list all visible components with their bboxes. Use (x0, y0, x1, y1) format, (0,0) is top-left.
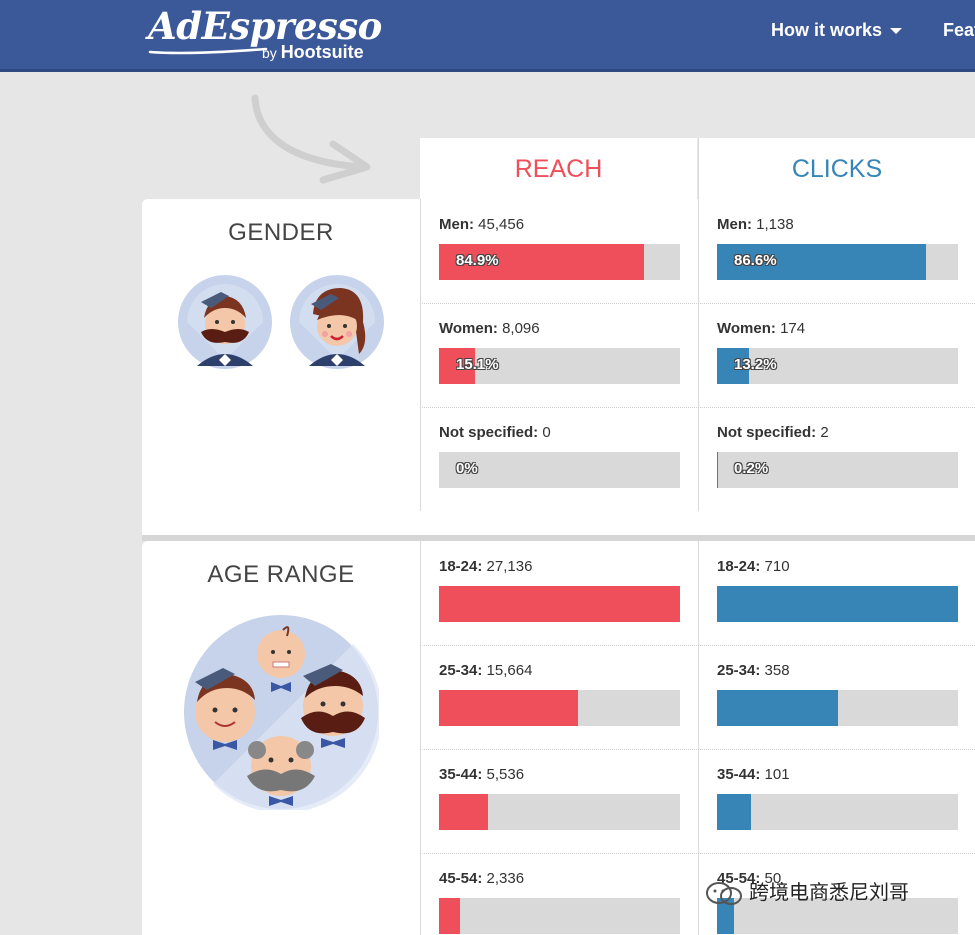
bar-fill (439, 898, 460, 934)
reach-column-header: REACH (420, 138, 697, 200)
age-reach-clicks-divider (698, 541, 699, 935)
adespresso-logo[interactable]: AdEspresso by Hootsuite (148, 4, 382, 66)
caret-down-icon (890, 28, 903, 35)
percent-label: 0.2% (734, 460, 769, 477)
logo-byline: by Hootsuite (262, 42, 364, 62)
metric-bar: 86.6% (717, 244, 958, 280)
bar-fill (717, 898, 734, 934)
metric-bar (439, 586, 680, 622)
gender-clicks-men: Men: 1,138 86.6% (717, 216, 959, 304)
metric-label: Women: 8,096 (439, 320, 540, 337)
age-range-title: AGE RANGE (207, 561, 355, 588)
age-reach-35-44: 35-44: 5,536 (439, 766, 681, 854)
nav-how-it-works-label: How it works (771, 20, 883, 40)
metric-label: Men: 1,138 (717, 216, 794, 233)
logo-wordmark: AdEspresso (148, 4, 382, 48)
metric-label: Men: 45,456 (439, 216, 525, 233)
watermark: 跨境电商悉尼刘哥 (705, 876, 909, 907)
gender-title: GENDER (228, 219, 334, 246)
bar-fill (439, 244, 644, 280)
nav-features[interactable]: Feat (943, 20, 975, 41)
gender-reach-men: Men: 45,456 84.9% (439, 216, 681, 304)
gender-clicks-women: Women: 174 13.2% (717, 320, 959, 408)
gender-reach-not-specified: Not specified: 0 0% (439, 424, 681, 512)
metric-bar: 15.1% (439, 348, 680, 384)
bar-fill (717, 794, 752, 830)
section-separator (142, 535, 975, 541)
bar-fill (439, 348, 476, 384)
metric-bar (717, 794, 958, 830)
age-group-icon (184, 615, 379, 810)
metric-label: 35-44: 5,536 (439, 766, 525, 783)
watermark-text: 跨境电商悉尼刘哥 (749, 882, 909, 904)
metric-bar (717, 690, 958, 726)
gender-reach-women: Women: 8,096 15.1% (439, 320, 681, 408)
row-divider (420, 303, 975, 304)
metric-label: Not specified: 0 (439, 424, 551, 441)
arrow-icon (251, 94, 371, 184)
nav-how-it-works[interactable]: How it works (771, 20, 903, 41)
wechat-icon (706, 881, 742, 905)
logo-swoosh-icon (148, 47, 268, 55)
row-divider (420, 645, 975, 646)
bar-fill (717, 690, 839, 726)
percent-label: 84.9% (456, 252, 499, 269)
metric-label: 45-54: 2,336 (439, 870, 525, 887)
metric-bar (439, 898, 680, 934)
row-divider (420, 853, 975, 854)
reach-clicks-divider (698, 138, 699, 511)
metric-bar (439, 794, 680, 830)
percent-label: 15.1% (456, 356, 499, 373)
metric-label: 35-44: 101 (717, 766, 790, 783)
woman-avatar-icon (290, 275, 384, 369)
metric-label: 25-34: 358 (717, 662, 790, 679)
percent-label: 86.6% (734, 252, 777, 269)
bar-fill (717, 586, 958, 622)
age-clicks-35-44: 35-44: 101 (717, 766, 959, 854)
age-reach-45-54: 45-54: 2,336 (439, 870, 681, 935)
bar-fill (717, 244, 926, 280)
age-clicks-18-24: 18-24: 710 (717, 558, 959, 646)
man-avatar-icon (178, 275, 272, 369)
metric-bar: 84.9% (439, 244, 680, 280)
metric-label: 18-24: 710 (717, 558, 790, 575)
metric-label: 45-54: 50 (717, 870, 782, 887)
reach-left-divider (420, 199, 421, 511)
metric-bar: 0.2% (717, 452, 958, 488)
metric-label: Not specified: 2 (717, 424, 829, 441)
bar-fill (439, 586, 680, 622)
row-divider (420, 407, 975, 408)
metric-bar: 13.2% (717, 348, 958, 384)
metric-label: 18-24: 27,136 (439, 558, 533, 575)
metric-label: 25-34: 15,664 (439, 662, 533, 679)
bar-fill (717, 348, 749, 384)
metric-label: Women: 174 (717, 320, 806, 337)
top-navbar: AdEspresso by Hootsuite How it works Fea… (0, 0, 975, 72)
percent-label: 0% (456, 460, 478, 477)
nav-features-label: Feat (943, 20, 975, 40)
metric-bar: 0% (439, 452, 680, 488)
metric-bar (717, 898, 958, 934)
age-reach-25-34: 25-34: 15,664 (439, 662, 681, 750)
clicks-column-header: CLICKS (699, 138, 975, 200)
age-reach-18-24: 18-24: 27,136 (439, 558, 681, 646)
age-clicks-25-34: 25-34: 358 (717, 662, 959, 750)
row-divider (420, 749, 975, 750)
bar-fill (439, 794, 489, 830)
metric-bar (439, 690, 680, 726)
age-reach-left-divider (420, 541, 421, 935)
age-clicks-45-54: 45-54: 50 (717, 870, 959, 935)
gender-clicks-not-specified: Not specified: 2 0.2% (717, 424, 959, 512)
bar-fill (439, 690, 579, 726)
percent-label: 13.2% (734, 356, 777, 373)
metric-bar (717, 586, 958, 622)
